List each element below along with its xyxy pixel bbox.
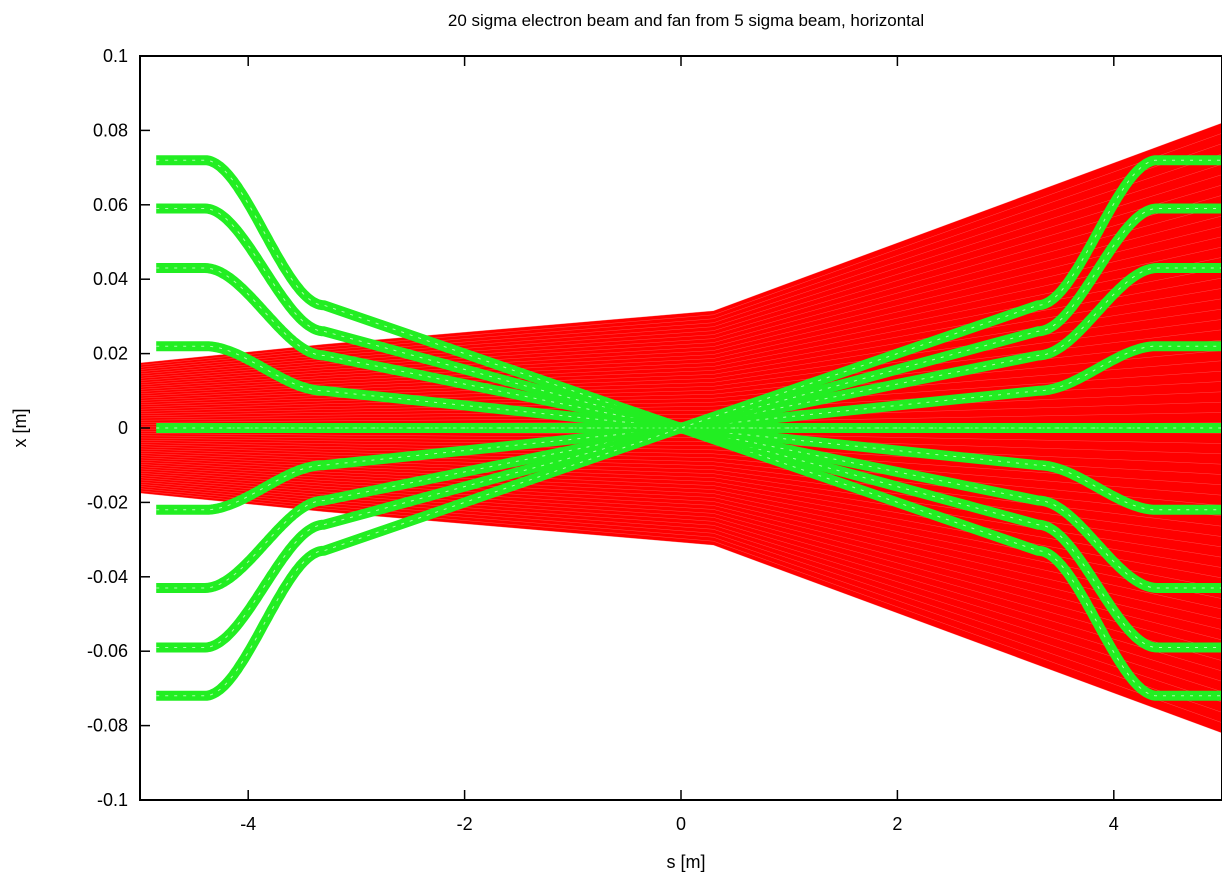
beam-ray [140,484,1222,692]
beam-ray [140,205,1222,381]
beam-ray [140,486,1222,703]
y-tick-label: -0.06 [87,641,128,661]
beam-ray [140,433,1222,455]
beam-ray [140,226,1222,386]
beam-ray [140,470,1222,630]
y-tick-label: -0.04 [87,567,128,587]
y-tick-label: 0.02 [93,344,128,364]
beam-ray [140,472,1222,641]
x-tick-label: -2 [457,814,473,834]
y-tick-label: 0 [118,418,128,438]
beam-ray [140,215,1222,384]
beam-ray [140,468,1222,620]
fan-trajectory-markers [156,208,1222,648]
beam-ray [140,475,1222,651]
beam-ray [140,236,1222,388]
plot-area [140,122,1222,734]
beam-ray [140,481,1222,682]
beam-ray [140,164,1222,372]
beam-ray [140,360,1222,414]
beam-ray [140,143,1222,368]
y-tick-label: -0.02 [87,492,128,512]
axes: -4 -2 0 2 4 -0.1 -0.08 -0.06 -0.04 -0.02 0 0.02 0.04… [87,46,1222,834]
y-tick-label: 0.1 [103,46,128,66]
fan-trajectory-markers [156,267,1222,589]
y-tick-label: -0.1 [97,790,128,810]
y-tick-label: 0.06 [93,195,128,215]
fan-trajectory [156,155,1222,701]
x-axis-label: s [m] [667,852,706,872]
beam-ray [140,479,1222,672]
fan-trajectory-markers [156,345,1222,511]
beam-ray [140,195,1222,379]
beam-ray [140,488,1222,713]
beam-ray [140,184,1222,377]
fan-trajectory-markers [156,267,1222,589]
x-tick-label: 2 [892,814,902,834]
series-group [140,122,1222,734]
y-tick-label: 0.08 [93,120,128,140]
x-tick-label: 4 [1109,814,1119,834]
fan-trajectory-markers [156,345,1222,511]
y-axis-label: x [m] [10,409,30,448]
fan-trajectory-markers [156,208,1222,648]
y-tick-label: -0.08 [87,716,128,736]
beam-ray [140,477,1222,661]
fan-trajectory [156,155,1222,701]
beam-ray [140,174,1222,375]
x-tick-label: -4 [240,814,256,834]
x-tick-label: 0 [676,814,686,834]
beam-ray [140,153,1222,370]
y-tick-label: 0.04 [93,269,128,289]
beam-ray [140,442,1222,496]
beam-ray [140,401,1222,423]
chart-title: 20 sigma electron beam and fan from 5 si… [448,11,924,30]
